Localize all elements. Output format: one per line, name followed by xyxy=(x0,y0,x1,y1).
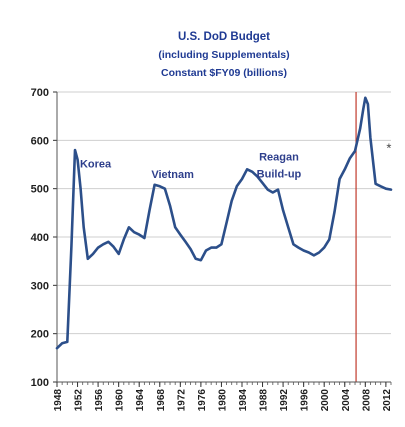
x-tick-label: 2004 xyxy=(341,389,352,412)
x-tick-label: 1976 xyxy=(197,389,208,412)
annotation-label: Korea xyxy=(80,159,112,171)
chart-title: U.S. DoD Budget xyxy=(178,31,270,43)
y-tick-label: 200 xyxy=(31,329,49,341)
y-tick-label: 500 xyxy=(31,184,49,196)
x-tick-label: 1988 xyxy=(259,389,270,412)
x-tick-label: 1984 xyxy=(238,389,249,412)
x-tick-label: 1964 xyxy=(135,389,146,412)
y-tick-label: 300 xyxy=(31,280,49,292)
annotation-label: Reagan xyxy=(259,151,299,163)
chart-subtitle: (including Supplementals) xyxy=(158,49,289,61)
axis-layer: 100 200 300 400 500 600 700 1948 1952 1956 1960 196… xyxy=(31,87,393,411)
x-tick-label: 1952 xyxy=(74,389,85,412)
chart-subtitle-units: Constant $FY09 (billions) xyxy=(161,67,287,79)
x-tick-label: 1960 xyxy=(115,389,126,412)
x-tick-label: 2012 xyxy=(382,389,393,412)
x-tick-label: 1980 xyxy=(217,389,228,412)
x-tick-label: 1968 xyxy=(156,389,167,412)
y-tick-label: 100 xyxy=(31,377,49,389)
annotation-label: Build-up xyxy=(257,169,302,181)
x-tick-label: 1972 xyxy=(176,389,187,412)
y-tick-label: 400 xyxy=(31,232,49,244)
series-layer xyxy=(55,96,393,350)
annotation-label: Vietnam xyxy=(151,169,194,181)
x-tick-label: 2008 xyxy=(361,389,372,412)
y-tick-label: 600 xyxy=(31,135,49,147)
annotation-layer: Korea Vietnam Reagan Build-up * xyxy=(80,141,392,182)
y-tick-label: 700 xyxy=(31,87,49,99)
annotation-label: * xyxy=(386,141,391,156)
x-tick-label: 1948 xyxy=(53,389,64,412)
x-tick-label: 1956 xyxy=(94,389,105,412)
x-tick-label: 2000 xyxy=(320,389,331,412)
x-tick-label: 1992 xyxy=(279,389,290,412)
series-line xyxy=(55,96,393,350)
x-tick-label: 1996 xyxy=(300,389,311,412)
